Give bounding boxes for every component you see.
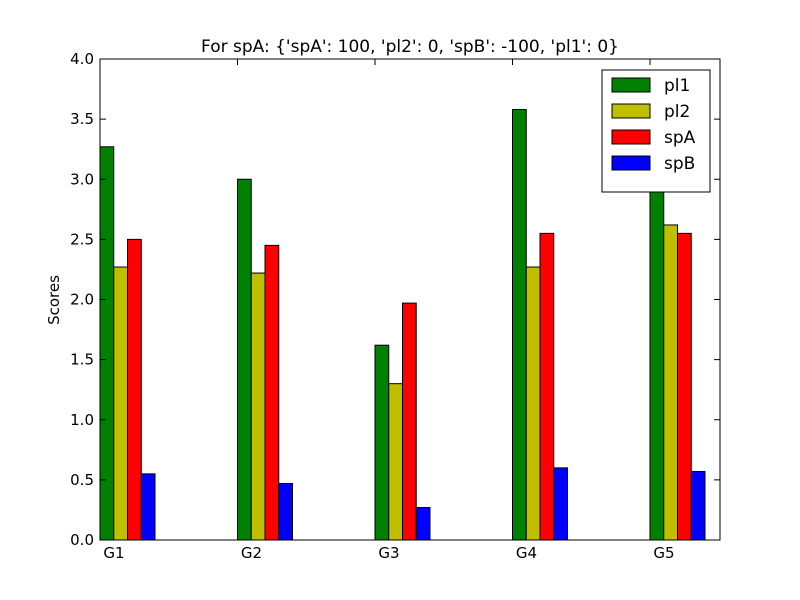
legend-label-pl1: pl1 bbox=[664, 76, 690, 96]
bar-pl1-G3 bbox=[374, 344, 390, 541]
axes-group: 0.0 0.5 1.0 1.5 2.0 2.5 3.0 3.5 4.0 G1 G2 G3 G4 G5 bbox=[70, 50, 721, 562]
bar-spB-G2 bbox=[278, 482, 293, 541]
bar-spA-G3 bbox=[402, 302, 417, 541]
bar-spB-G1 bbox=[140, 473, 156, 541]
x-tick-label: G3 bbox=[378, 544, 399, 562]
y-tick-label: 3.5 bbox=[70, 110, 94, 128]
x-tick-label: G2 bbox=[241, 544, 262, 562]
bar-spB-G5 bbox=[690, 470, 706, 541]
y-tick-label: 2.5 bbox=[70, 230, 94, 248]
bar-pl2-G4 bbox=[525, 266, 541, 541]
chart-title: For spA: {'spA': 100, 'pl2': 0, 'spB': -… bbox=[201, 37, 619, 57]
legend-label-spA: spA bbox=[664, 128, 696, 148]
bar-spB-G3 bbox=[415, 507, 431, 541]
x-tick-label: G1 bbox=[103, 544, 124, 562]
bar-pl2-G5 bbox=[663, 224, 678, 541]
legend-label-pl2: pl2 bbox=[664, 102, 690, 122]
y-tick-label: 3.0 bbox=[70, 170, 94, 188]
bar-pl1-G5 bbox=[649, 178, 665, 541]
y-tick-label: 0.5 bbox=[70, 471, 94, 489]
bar-pl2-G3 bbox=[388, 383, 403, 541]
y-tick-label: 4.0 bbox=[70, 50, 94, 68]
y-tick-label: 2.0 bbox=[70, 291, 94, 309]
legend-swatch-pl1 bbox=[611, 77, 651, 93]
bar-pl2-G1 bbox=[113, 266, 128, 541]
bar-pl1-G2 bbox=[237, 178, 252, 541]
bar-spA-G5 bbox=[677, 232, 692, 541]
x-tick-label: G4 bbox=[516, 544, 537, 562]
bar-pl1-G1 bbox=[99, 146, 115, 541]
legend: pl1 pl2 spA spB bbox=[601, 69, 711, 193]
y-tick-label: 1.5 bbox=[70, 351, 94, 369]
bar-spA-G2 bbox=[264, 244, 280, 541]
bar-spA-G4 bbox=[539, 232, 555, 541]
bar-pl1-G4 bbox=[512, 109, 527, 541]
bar-pl2-G2 bbox=[250, 272, 266, 541]
legend-swatch-spA bbox=[611, 129, 651, 145]
legend-label-spB: spB bbox=[664, 154, 695, 174]
bar-spB-G4 bbox=[553, 467, 568, 541]
legend-swatch-pl2 bbox=[611, 103, 651, 119]
bar-spA-G1 bbox=[127, 238, 142, 541]
y-tick-label: 1.0 bbox=[70, 411, 94, 429]
y-tick-label: 0.0 bbox=[70, 531, 94, 549]
bars-group bbox=[99, 109, 706, 541]
legend-swatch-spB bbox=[611, 155, 651, 171]
y-axis-label: Scores bbox=[45, 275, 63, 325]
x-tick-label: G5 bbox=[653, 544, 674, 562]
